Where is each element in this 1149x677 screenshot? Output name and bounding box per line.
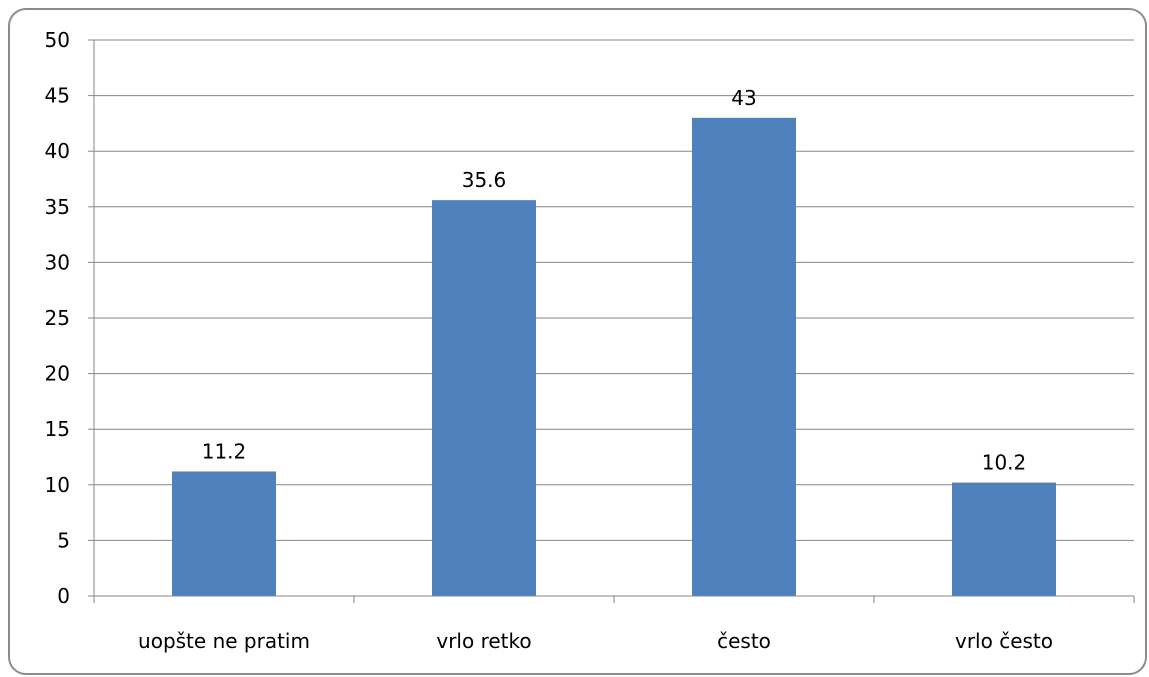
y-axis-tick-labels: 0 5 10 15 20 25 30 35 40 45 50 [45,28,70,608]
bar-3 [692,117,796,596]
data-label: 35.6 [462,168,507,192]
y-tick-label: 35 [45,195,70,219]
x-tick-label: često [717,629,771,653]
x-tick-label: uopšte ne pratim [138,629,310,653]
data-label: 10.2 [982,451,1027,475]
bar-2 [432,200,536,597]
data-label: 11.2 [202,439,247,463]
y-tick-label: 40 [45,139,70,163]
x-tick-label: vrlo često [955,629,1053,653]
gridlines [94,39,1134,541]
y-tick-label: 30 [45,250,70,274]
bar-1 [172,471,276,596]
y-tick-label: 50 [45,28,70,52]
x-tick-label: vrlo retko [436,629,531,653]
y-tick-label: 0 [57,584,70,608]
data-label: 43 [731,86,756,110]
y-tick-label: 15 [45,417,70,441]
x-axis-tick-labels: uopšte ne pratim vrlo retko često vrlo čest… [138,629,1053,653]
bars [172,117,1056,597]
axes [88,39,1135,603]
y-tick-label: 45 [45,84,70,108]
y-tick-label: 5 [57,528,70,552]
y-tick-label: 10 [45,473,70,497]
data-labels: 11.2 35.6 43 10.2 [202,86,1027,475]
bar-4 [952,482,1056,596]
y-tick-label: 20 [45,362,70,386]
y-tick-label: 25 [45,306,70,330]
